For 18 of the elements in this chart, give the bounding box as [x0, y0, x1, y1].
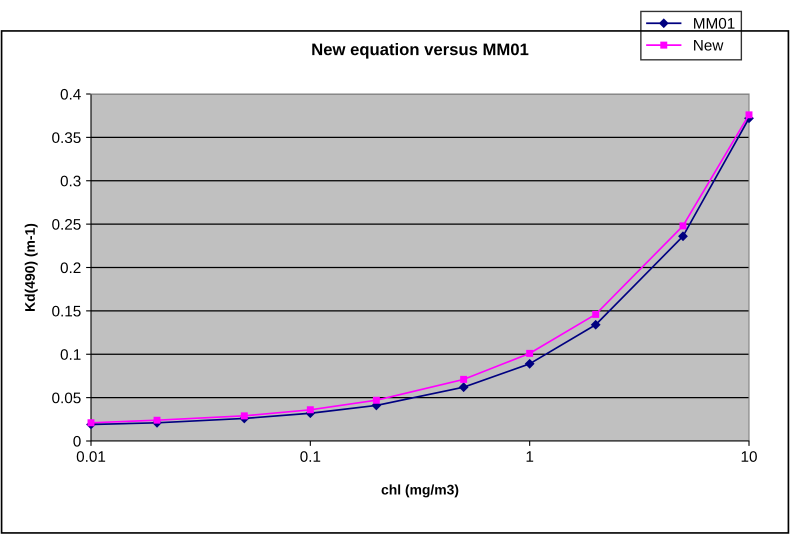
y-tick-label: 0.35: [52, 132, 81, 144]
x-tick-label: 0.1: [300, 451, 320, 462]
x-tick-label: 10: [742, 451, 757, 462]
y-tick-label: 0.15: [52, 306, 81, 317]
y-tick-label: 0.3: [60, 176, 81, 186]
legend-label: MM01: [694, 18, 735, 29]
y-tick-label: 0.4: [60, 88, 81, 100]
y-axis-title: Kd(490) (m-1): [24, 224, 38, 311]
legend-label: New: [694, 40, 724, 51]
y-tick-label: 0.25: [52, 218, 81, 230]
chart-title: New equation versus MM01: [312, 43, 528, 59]
x-tick-label: 1: [526, 451, 534, 462]
y-tick-label: 0.2: [60, 262, 81, 274]
x-tick-label: 0.01: [76, 451, 106, 462]
y-tick-label: 0.1: [60, 349, 81, 360]
x-axis-title: chl (mg/m3): [382, 484, 458, 498]
y-tick-label: 0.05: [52, 392, 81, 404]
y-tick-label: 0: [73, 436, 81, 447]
